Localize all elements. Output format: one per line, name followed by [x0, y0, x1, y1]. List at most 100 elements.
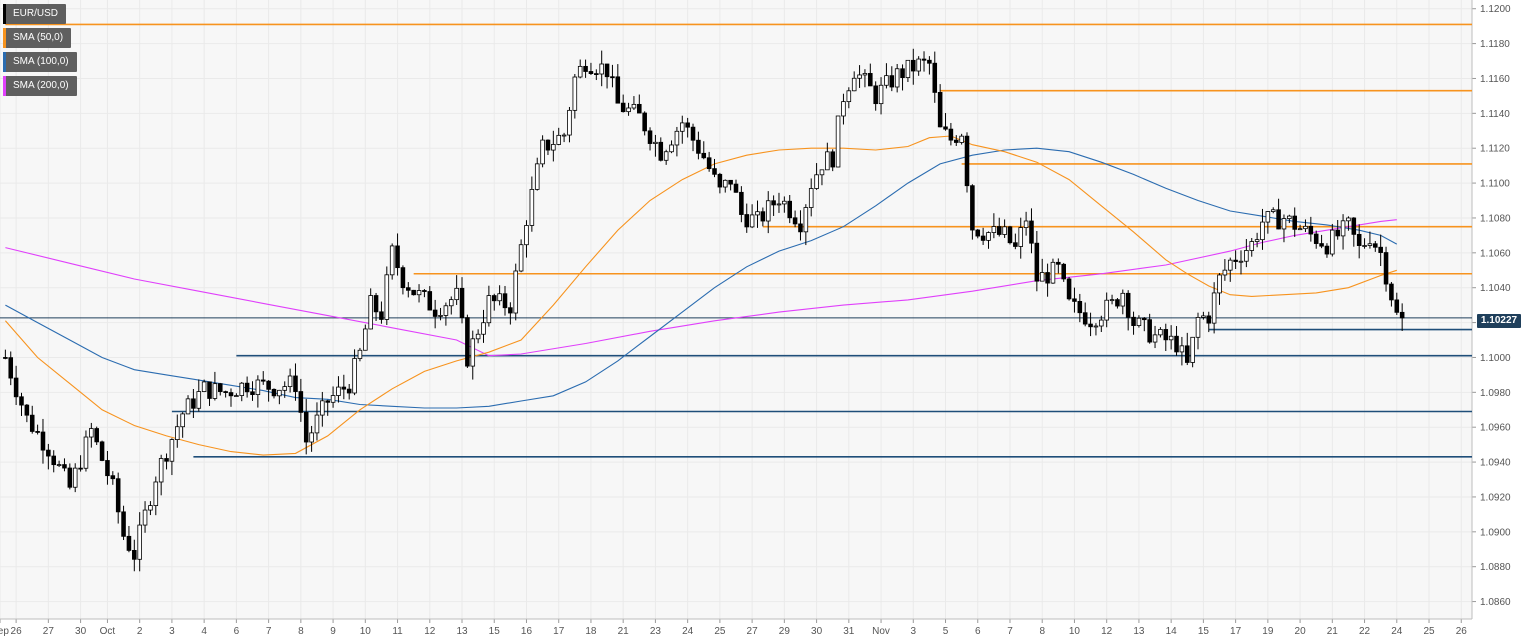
- x-tick-label: Nov: [872, 626, 890, 637]
- y-tick-label: 1.1200: [1480, 4, 1511, 15]
- candle-up: [1270, 209, 1276, 212]
- candle-up: [1120, 292, 1126, 307]
- candle-up: [835, 115, 841, 168]
- y-tick-label: 1.0920: [1480, 492, 1511, 503]
- candle-up: [320, 400, 325, 416]
- candle-down: [798, 223, 803, 233]
- candle-down: [717, 173, 723, 188]
- candle-down: [3, 357, 8, 359]
- candle-up: [448, 299, 454, 307]
- x-tick-label: 15: [489, 626, 501, 637]
- candle-up: [1152, 334, 1158, 343]
- candle-down: [1147, 319, 1152, 343]
- x-tick-label: 30: [811, 626, 823, 637]
- candle-down: [379, 311, 384, 320]
- x-tick-label: Sep: [0, 626, 9, 637]
- candle-up: [959, 135, 964, 143]
- candle-up: [153, 481, 159, 506]
- x-tick-label: 31: [843, 626, 855, 637]
- candle-down: [459, 287, 465, 319]
- candle-down: [787, 200, 793, 219]
- candle-down: [373, 295, 379, 313]
- candle-up: [653, 141, 658, 144]
- y-tick-label: 1.0880: [1480, 562, 1511, 573]
- x-tick-label: 10: [360, 626, 372, 637]
- candle-up: [1195, 317, 1201, 338]
- candle-down: [35, 431, 40, 433]
- legend-item-sma50[interactable]: SMA (50,0): [3, 28, 72, 48]
- candle-up: [803, 207, 809, 233]
- candle-up: [556, 134, 561, 145]
- candle-up: [309, 432, 314, 443]
- candle-down: [400, 267, 406, 289]
- candle-up: [201, 381, 207, 392]
- legend-swatch-sma50: [3, 28, 6, 48]
- candle-up: [180, 413, 185, 428]
- candle-up: [1039, 272, 1045, 282]
- candle-up: [185, 398, 191, 415]
- sma50-line: [4, 135, 1397, 456]
- x-tick-label: 3: [169, 626, 175, 637]
- candle-down: [771, 200, 776, 206]
- candle-up: [884, 75, 889, 86]
- candle-up: [368, 295, 373, 330]
- candle-down: [1351, 217, 1357, 235]
- candle-up: [851, 77, 857, 92]
- candle-up: [72, 467, 78, 488]
- candle-down: [868, 73, 873, 87]
- candle-up: [1211, 292, 1217, 324]
- candle-up: [277, 389, 282, 397]
- x-tick-label: 18: [585, 626, 597, 637]
- candle-down: [610, 76, 615, 79]
- candle-up: [518, 244, 524, 272]
- candle-down: [46, 449, 51, 457]
- candle-up: [1367, 243, 1373, 246]
- candle-down: [739, 191, 744, 215]
- candle-down: [642, 112, 647, 132]
- candle-up: [175, 426, 180, 440]
- legend-item-eurusd[interactable]: EUR/USD: [3, 4, 67, 24]
- candle-up: [663, 151, 669, 161]
- candle-down: [1389, 283, 1394, 301]
- candle-down: [1383, 252, 1389, 285]
- candle-up: [814, 174, 819, 189]
- x-tick-label: 30: [75, 626, 87, 637]
- candle-up: [384, 274, 390, 320]
- candle-up: [1201, 315, 1206, 318]
- candle-down: [13, 377, 19, 398]
- candle-down: [1056, 261, 1061, 265]
- x-tick-label: 20: [1295, 626, 1307, 637]
- x-tick-label: 3: [911, 626, 917, 637]
- x-tick-label: Oct: [100, 626, 116, 637]
- candle-up: [540, 139, 545, 165]
- candle-up: [336, 386, 341, 396]
- candle-down: [298, 391, 304, 413]
- candle-down: [696, 139, 701, 154]
- candle-up: [234, 395, 239, 397]
- candle-up: [1136, 317, 1142, 326]
- candle-down: [1077, 301, 1083, 314]
- candle-down: [943, 126, 948, 130]
- candle-down: [1007, 226, 1013, 244]
- candle-down: [701, 152, 707, 159]
- candle-up: [1346, 217, 1351, 222]
- candle-up: [1244, 250, 1249, 262]
- y-tick-label: 1.0860: [1480, 597, 1511, 608]
- candle-up: [1093, 325, 1099, 328]
- candle-down: [685, 122, 690, 128]
- candle-down: [250, 391, 255, 395]
- candle-down: [937, 92, 943, 128]
- candle-down: [293, 375, 298, 392]
- candle-up: [567, 109, 572, 136]
- y-tick-label: 1.1000: [1480, 353, 1511, 364]
- candle-up: [83, 436, 89, 469]
- candle-down: [830, 151, 835, 168]
- candle-up: [878, 84, 884, 105]
- legend-item-sma100[interactable]: SMA (100,0): [3, 52, 77, 72]
- candle-down: [744, 214, 750, 228]
- legend-item-sma200[interactable]: SMA (200,0): [3, 76, 77, 96]
- candle-down: [94, 428, 99, 443]
- candle-down: [1013, 242, 1018, 247]
- candle-down: [406, 287, 411, 291]
